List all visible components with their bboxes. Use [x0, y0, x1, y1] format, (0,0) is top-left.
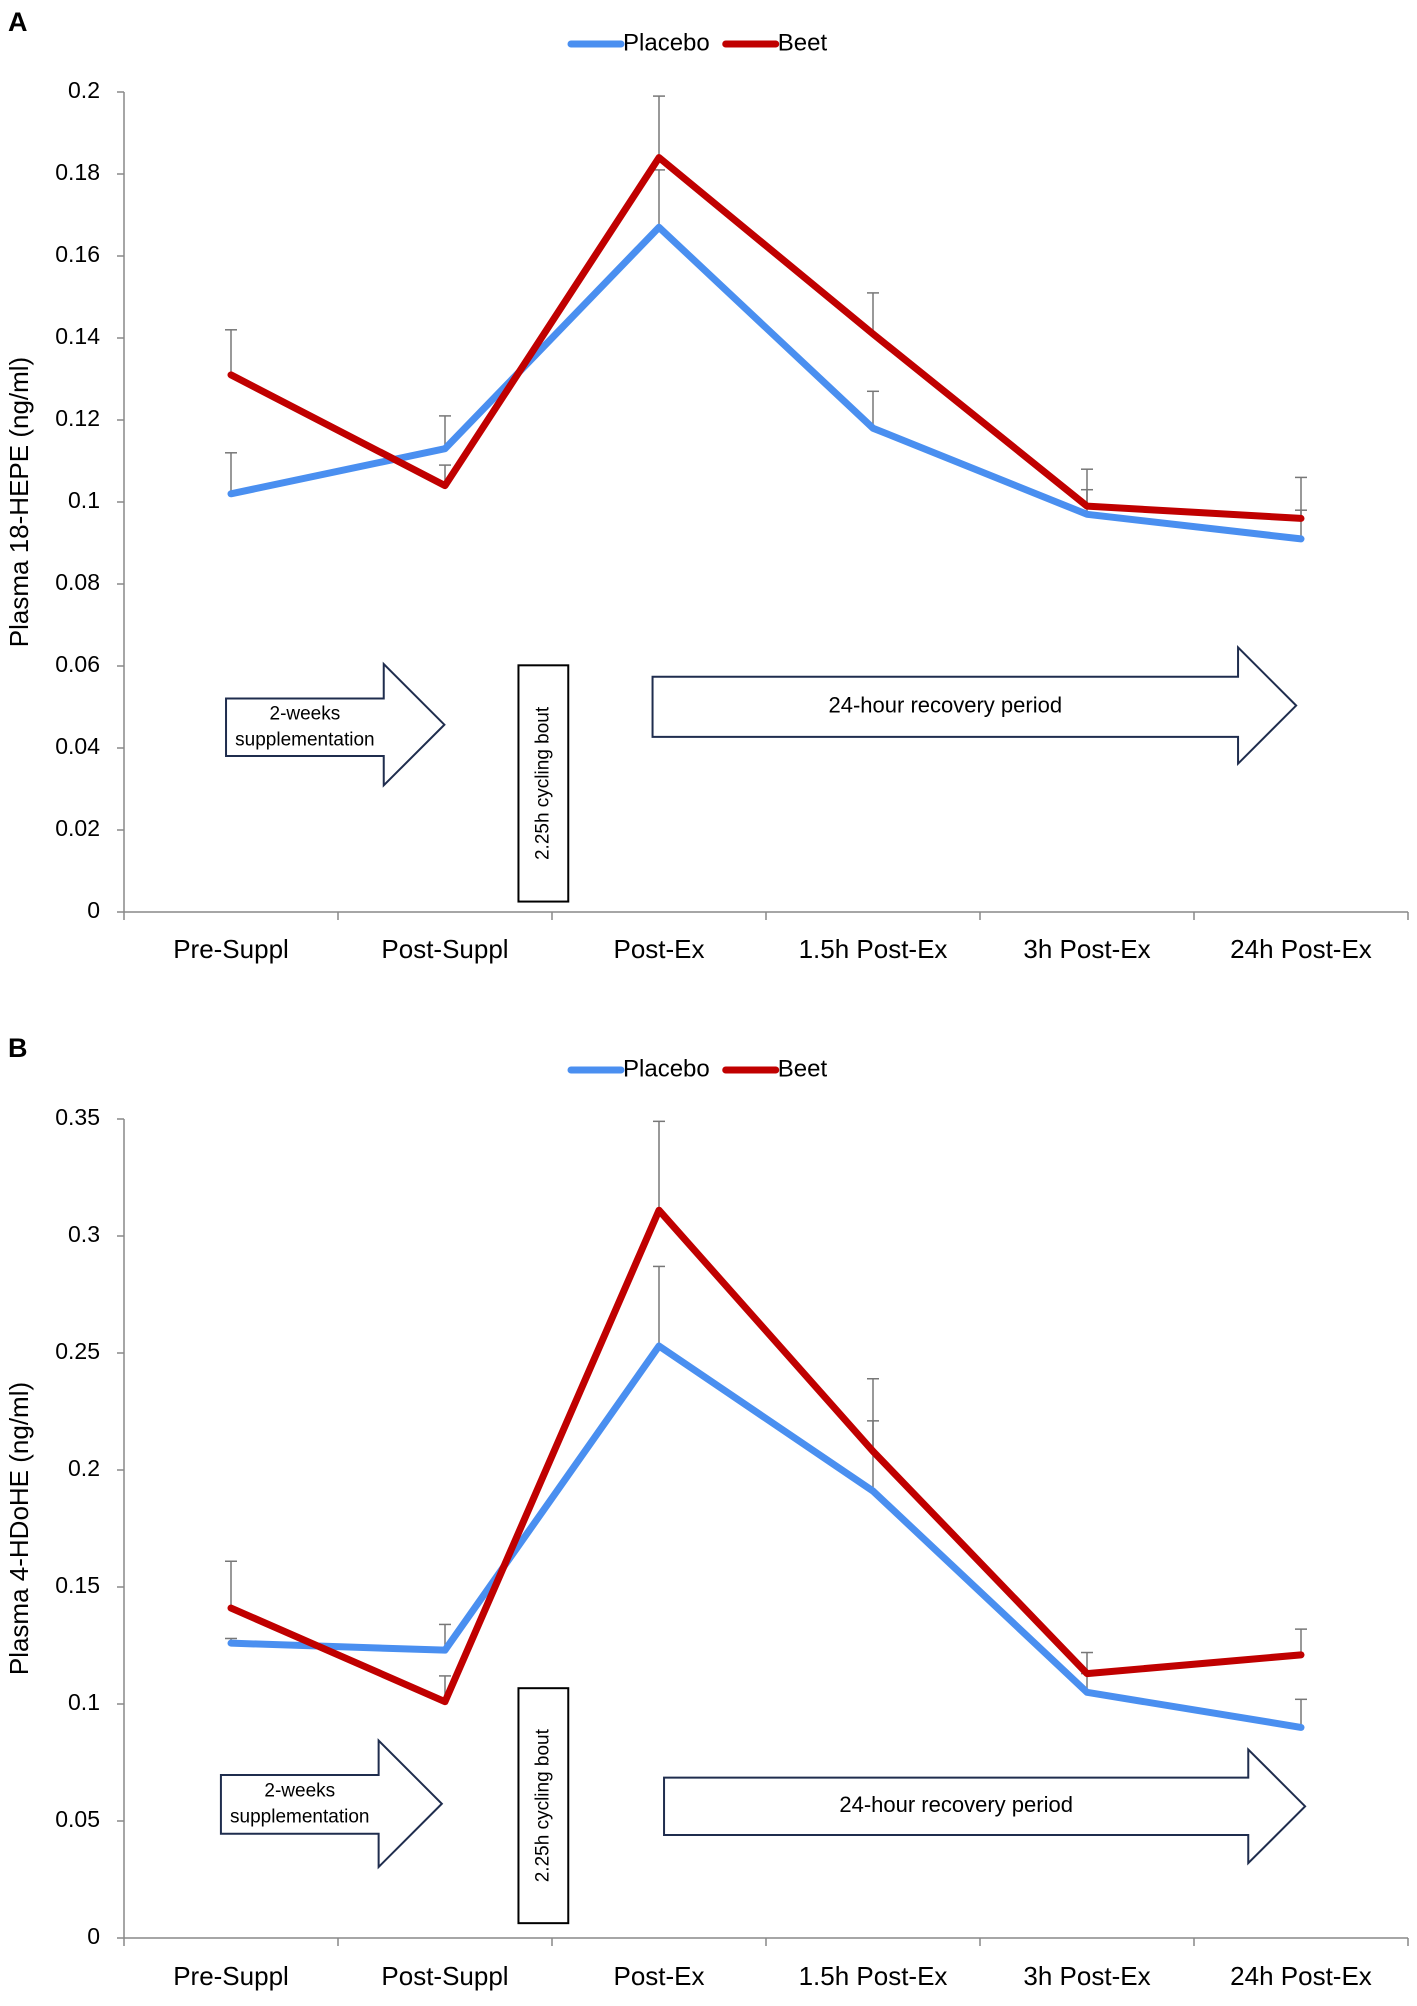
error-bar — [1295, 476, 1307, 519]
annotation: supplementation — [230, 1806, 369, 1827]
legend-label: Beet — [778, 29, 828, 56]
series-line — [227, 1342, 1305, 1731]
recovery-arrow — [663, 1747, 1307, 1866]
y-tick-label: 0.18 — [55, 159, 100, 185]
annotation: 2-weeks — [270, 703, 341, 724]
y-tick-label: 0.15 — [55, 1572, 100, 1598]
x-tick-label: 1.5h Post-Ex — [799, 1961, 948, 1991]
x-tick-label: 24h Post-Ex — [1230, 1961, 1372, 1991]
series-line — [227, 223, 1305, 543]
annotation: supplementation — [235, 729, 374, 750]
error-bar — [225, 1560, 237, 1609]
series-line — [227, 1206, 1305, 1706]
error-bar — [653, 169, 665, 228]
y-tick-label: 0.14 — [55, 323, 100, 349]
x-tick-label: Post-Ex — [613, 1961, 704, 1991]
x-tick-label: Pre-Suppl — [173, 1961, 289, 1991]
error-bar — [225, 452, 237, 494]
cycling-box — [517, 664, 570, 903]
y-tick-label: 0.16 — [55, 241, 100, 267]
y-tick-label: 0.06 — [55, 651, 100, 677]
legend-label: Placebo — [623, 1055, 710, 1082]
error-bar — [653, 1265, 665, 1346]
y-tick-label: 0.02 — [55, 815, 100, 841]
error-bar — [1295, 1628, 1307, 1655]
x-tick-label: Post-Ex — [613, 934, 704, 964]
x-tick-label: Pre-Suppl — [173, 934, 289, 964]
supplementation-arrow — [219, 1738, 444, 1870]
panel-label: A — [8, 7, 28, 37]
y-tick-label: 0.25 — [55, 1338, 100, 1364]
error-bar — [867, 1377, 879, 1452]
series-line — [227, 154, 1305, 522]
annotation: 2.25h cycling bout — [532, 1728, 553, 1882]
y-tick-label: 0 — [87, 1923, 100, 1949]
y-tick-label: 0.35 — [55, 1104, 100, 1130]
error-bar — [867, 390, 879, 429]
annotation: 2-weeks — [264, 1780, 335, 1801]
y-tick-label: 0 — [87, 897, 100, 923]
cycling-box — [517, 1687, 570, 1925]
y-tick-label: 0.1 — [68, 1689, 100, 1715]
error-bar — [653, 95, 665, 158]
y-tick-label: 0.1 — [68, 487, 100, 513]
y-tick-label: 0.08 — [55, 569, 100, 595]
x-tick-label: Post-Suppl — [381, 1961, 508, 1991]
recovery-arrow — [651, 645, 1298, 767]
error-bar — [439, 415, 451, 449]
error-bar — [1081, 468, 1093, 507]
y-axis-title: Plasma 18-HEPE (ng/ml) — [4, 357, 34, 647]
error-bar — [867, 292, 879, 334]
y-tick-label: 0.05 — [55, 1806, 100, 1832]
legend-label: Placebo — [623, 29, 710, 56]
legend-label: Beet — [778, 1055, 828, 1082]
panel-label: B — [8, 1033, 28, 1063]
y-tick-label: 0.04 — [55, 733, 100, 759]
x-tick-label: 24h Post-Ex — [1230, 934, 1372, 964]
error-bar — [225, 329, 237, 375]
x-tick-label: 1.5h Post-Ex — [799, 934, 948, 964]
x-tick-label: 3h Post-Ex — [1023, 1961, 1150, 1991]
x-tick-label: Post-Suppl — [381, 934, 508, 964]
y-tick-label: 0.12 — [55, 405, 100, 431]
error-bar — [653, 1120, 665, 1211]
y-tick-label: 0.3 — [68, 1221, 100, 1247]
y-tick-label: 0.2 — [68, 1455, 100, 1481]
annotation: 24-hour recovery period — [829, 693, 1063, 718]
supplementation-arrow — [225, 661, 446, 788]
y-tick-label: 0.2 — [68, 77, 100, 103]
annotation: 2.25h cycling bout — [532, 706, 553, 860]
y-axis-title: Plasma 4-HDoHE (ng/ml) — [4, 1382, 34, 1675]
x-tick-label: 3h Post-Ex — [1023, 934, 1150, 964]
annotation: 24-hour recovery period — [839, 1792, 1073, 1817]
error-bar — [1295, 1698, 1307, 1728]
